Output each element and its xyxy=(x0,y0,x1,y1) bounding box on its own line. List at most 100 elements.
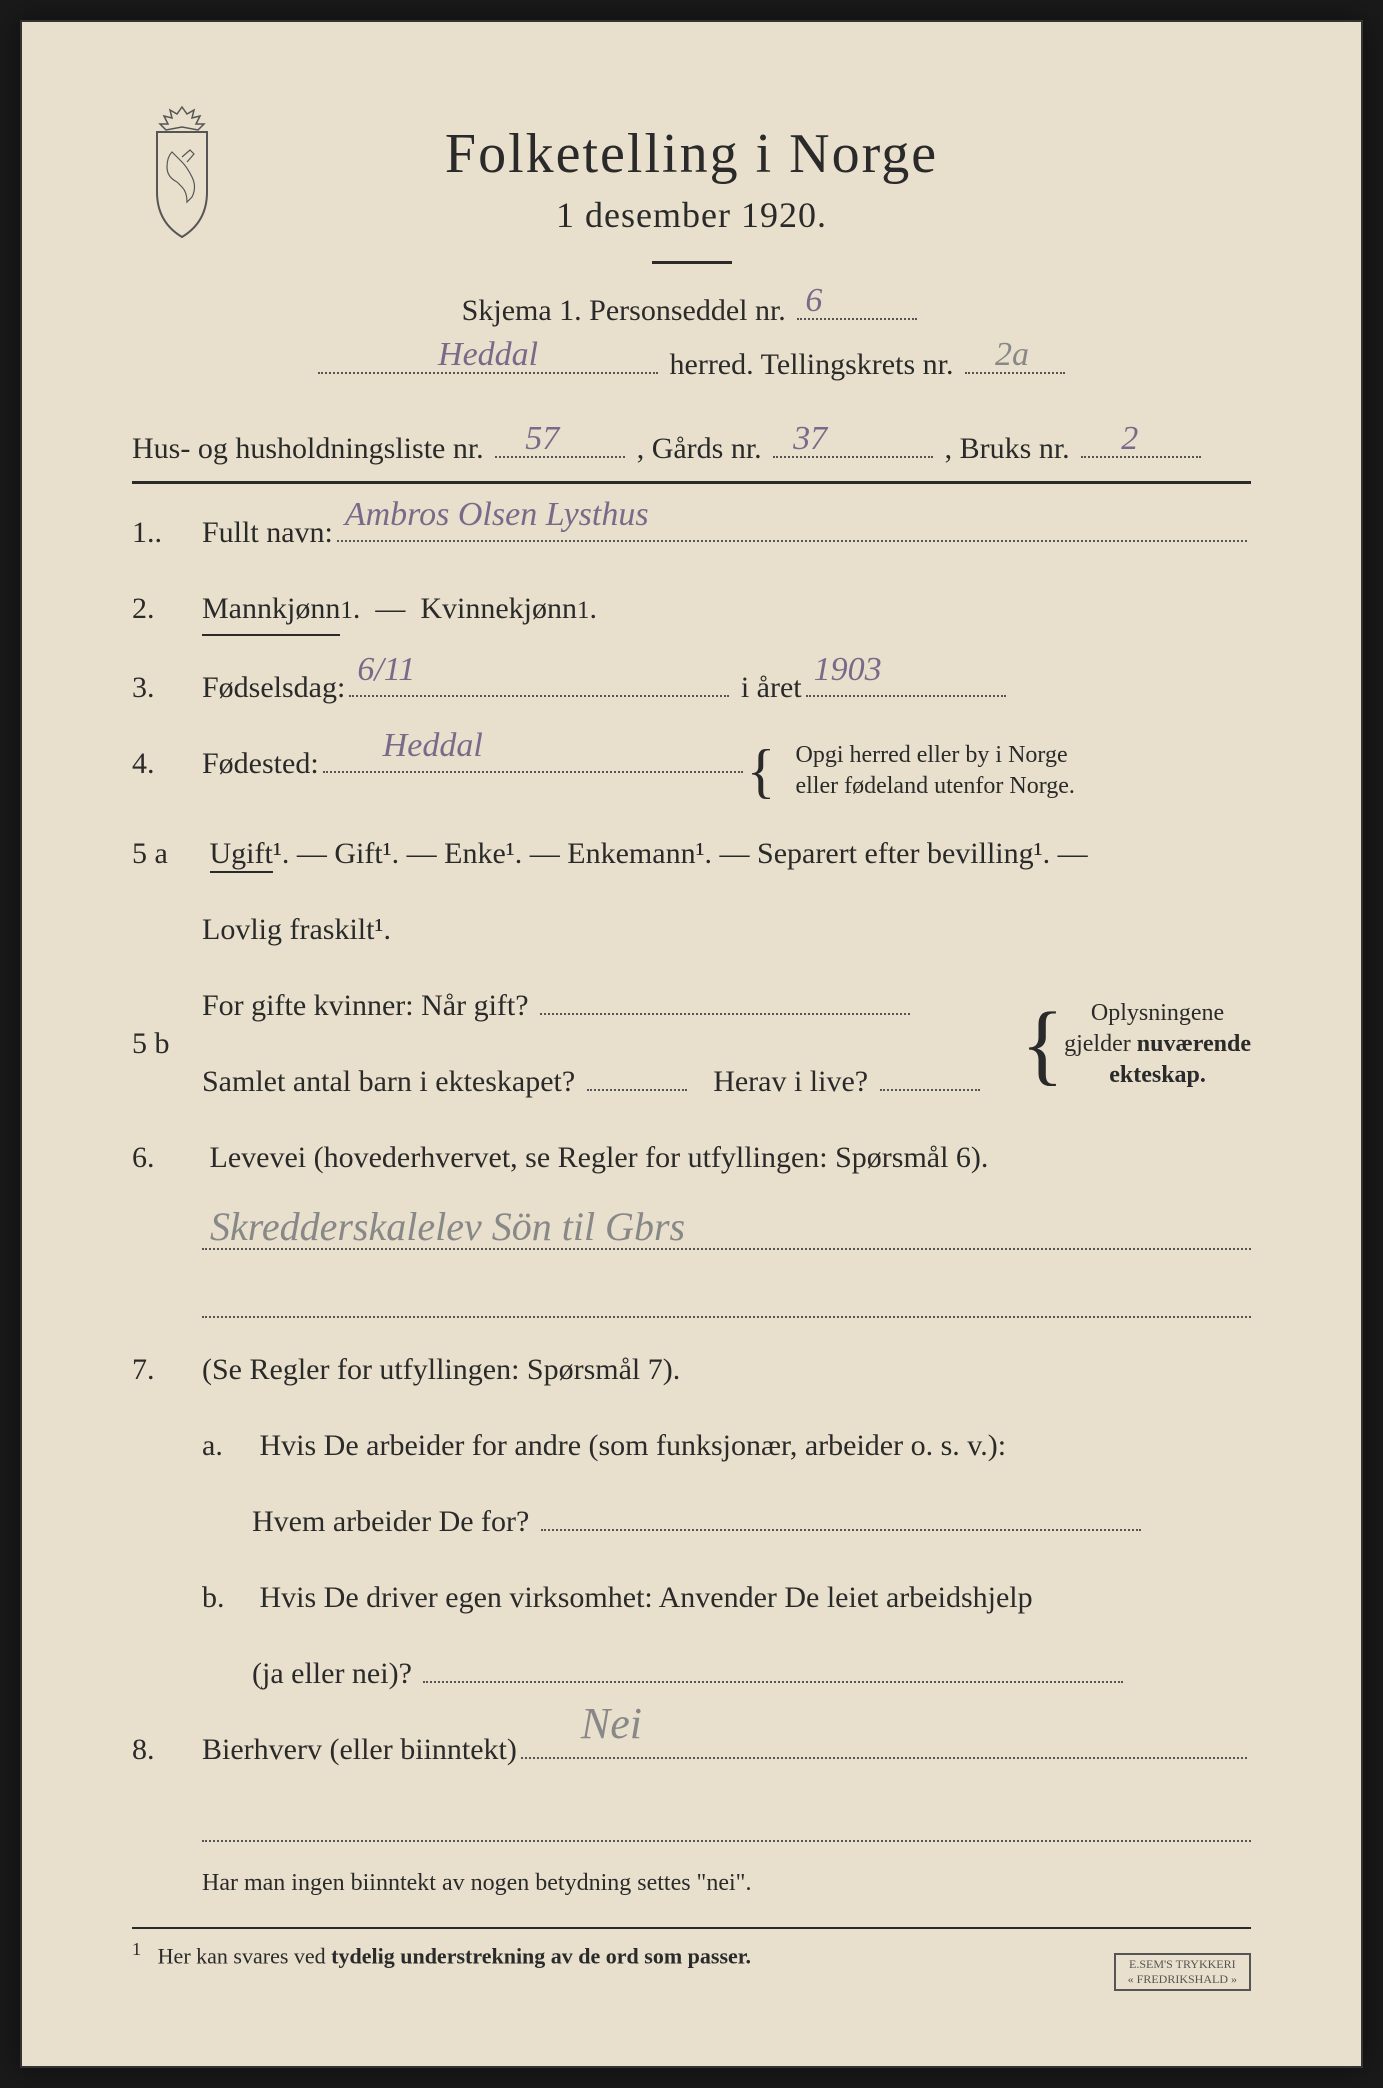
herred-name-field: Heddal xyxy=(318,372,658,374)
question-5a: 5 a Ugift¹. — Gift¹. — Enke¹. — Enkemann… xyxy=(132,830,1251,954)
schema-line: Skjema 1. Personseddel nr. 6 xyxy=(272,294,1111,328)
q7b-text: Hvis De driver egen virksomhet: Anvender… xyxy=(260,1581,1033,1614)
bruks-field: 2 xyxy=(1081,456,1201,458)
q5b-label3: Herav i live? xyxy=(713,1065,868,1098)
occupation-value: Skredderskalelev Sön til Gbrs xyxy=(210,1203,685,1250)
q5a-line2: Lovlig fraskilt¹. xyxy=(202,906,1251,954)
gards-label: , Gårds nr. xyxy=(637,432,762,465)
q8-label: Bierhverv (eller biinntekt) xyxy=(202,1726,517,1774)
footnote-num: 1 xyxy=(132,1939,141,1959)
schema-label: Skjema 1. Personseddel nr. xyxy=(462,294,786,327)
liste-value: 57 xyxy=(525,420,559,458)
q6-num: 6. xyxy=(132,1134,202,1182)
liste-field: 57 xyxy=(495,456,625,458)
norwegian-coat-of-arms-icon xyxy=(132,102,232,242)
footnote-divider xyxy=(132,1927,1251,1929)
fullname-field: Ambros Olsen Lysthus xyxy=(337,540,1247,542)
q6-label: Levevei (hovederhvervet, se Regler for u… xyxy=(210,1141,989,1174)
herred-value: Heddal xyxy=(438,336,538,374)
liste-prefix: Hus- og husholdningsliste nr. xyxy=(132,432,484,465)
q3-label1: Fødselsdag: xyxy=(202,664,345,712)
question-8: 8. Bierhverv (eller biinntekt) Nei xyxy=(132,1726,1251,1774)
q3-label2: i året xyxy=(741,664,802,712)
bruks-label: , Bruks nr. xyxy=(945,432,1070,465)
personseddel-value: 6 xyxy=(805,282,822,320)
question-1: 1.. Fullt navn: Ambros Olsen Lysthus xyxy=(132,509,1251,557)
employer-field xyxy=(541,1529,1141,1531)
occupation-field-2 xyxy=(202,1278,1251,1318)
q4-note-container: { Opgi herred eller by i Norge eller fød… xyxy=(747,740,1075,802)
q4-num: 4. xyxy=(132,740,202,788)
q7a-text2: Hvem arbeider De for? xyxy=(252,1505,529,1538)
q5b-label1: For gifte kvinner: Når gift? xyxy=(202,989,529,1022)
question-3: 3. Fødselsdag: 6/11 i året 1903 xyxy=(132,664,1251,712)
q4-note1: Opgi herred eller by i Norge xyxy=(795,742,1067,768)
printer-line1: E.SEM'S TRYKKERI xyxy=(1129,1957,1236,1971)
birthplace-value: Heddal xyxy=(383,719,483,773)
q5b-note-container: { Oplysningene gjelder nuværende ekteska… xyxy=(1021,998,1251,1092)
children-total-field xyxy=(587,1089,687,1091)
q5b-note3: ekteskap. xyxy=(1109,1062,1206,1088)
question-2: 2. Mannkjønn1. — Kvinnekjønn1. xyxy=(132,585,1251,636)
q4-label: Fødested: xyxy=(202,740,319,788)
hired-help-field xyxy=(423,1681,1123,1683)
list-line: Hus- og husholdningsliste nr. 57 , Gårds… xyxy=(132,432,1251,466)
birthyear-value: 1903 xyxy=(814,643,882,697)
q3-num: 3. xyxy=(132,664,202,712)
bruks-value: 2 xyxy=(1121,420,1138,458)
gards-value: 37 xyxy=(793,420,827,458)
title-block: Folketelling i Norge 1 desember 1920. Sk… xyxy=(272,122,1251,402)
q5b-note1: Oplysningene xyxy=(1091,1000,1224,1026)
brace-icon-large: { xyxy=(1021,1022,1064,1067)
q4-note: Opgi herred eller by i Norge eller fødel… xyxy=(795,740,1074,802)
q7a-label: a. xyxy=(202,1422,252,1470)
question-7b: b. Hvis De driver egen virksomhet: Anven… xyxy=(202,1574,1251,1698)
footnote-text: Her kan svares ved tydelig understreknin… xyxy=(158,1944,751,1969)
herred-line: Heddal herred. Tellingskrets nr. 2a xyxy=(272,348,1111,382)
krets-field: 2a xyxy=(965,372,1065,374)
personseddel-field: 6 xyxy=(797,318,917,320)
occupation-field: Skredderskalelev Sön til Gbrs xyxy=(202,1210,1251,1250)
q2-sup1: 1 xyxy=(340,591,353,631)
q2-sup2: 1 xyxy=(577,591,590,631)
footer-instruction: Har man ingen biinntekt av nogen betydni… xyxy=(202,1870,1251,1897)
census-form-page: Folketelling i Norge 1 desember 1920. Sk… xyxy=(20,20,1363,2068)
question-5b: 5 b For gifte kvinner: Når gift? Samlet … xyxy=(132,982,1251,1106)
q7-label: (Se Regler for utfyllingen: Spørsmål 7). xyxy=(202,1346,680,1394)
main-title: Folketelling i Norge xyxy=(272,122,1111,186)
marriage-year-field xyxy=(540,1013,910,1015)
birthplace-field: Heddal xyxy=(323,771,743,773)
birthday-field: 6/11 xyxy=(349,695,729,697)
q5a-ugift: Ugift xyxy=(210,837,273,873)
question-4: 4. Fødested: Heddal { Opgi herred eller … xyxy=(132,740,1251,802)
q5b-num: 5 b xyxy=(132,1020,202,1068)
q7a-text: Hvis De arbeider for andre (som funksjon… xyxy=(260,1429,1007,1462)
q5b-note2: gjelder nuværende xyxy=(1064,1031,1251,1057)
fullname-value: Ambros Olsen Lysthus xyxy=(345,488,649,542)
form-header: Folketelling i Norge 1 desember 1920. Sk… xyxy=(132,122,1251,402)
question-7a: a. Hvis De arbeider for andre (som funks… xyxy=(202,1422,1251,1546)
q7b-text2: (ja eller nei)? xyxy=(252,1657,412,1690)
q4-note2: eller fødeland utenfor Norge. xyxy=(795,773,1074,799)
header-divider xyxy=(132,481,1251,484)
question-6: 6. Levevei (hovederhvervet, se Regler fo… xyxy=(132,1134,1251,1182)
q2-mann: Mannkjønn xyxy=(202,585,340,636)
q8-num: 8. xyxy=(132,1726,202,1774)
q5b-label2: Samlet antal barn i ekteskapet? xyxy=(202,1065,575,1098)
q5a-num: 5 a xyxy=(132,830,202,878)
q2-kvinne: Kvinnekjønn xyxy=(420,585,577,633)
q1-label: Fullt navn: xyxy=(202,509,333,557)
gards-field: 37 xyxy=(773,456,933,458)
brace-icon: { xyxy=(747,756,776,786)
q7b-label: b. xyxy=(202,1574,252,1622)
krets-value: 2a xyxy=(995,336,1029,374)
q2-num: 2. xyxy=(132,585,202,633)
secondary-occupation-field: Nei xyxy=(521,1757,1247,1759)
question-7: 7. (Se Regler for utfyllingen: Spørsmål … xyxy=(132,1346,1251,1394)
children-alive-field xyxy=(880,1089,980,1091)
birthyear-field: 1903 xyxy=(806,695,1006,697)
secondary-occupation-value: Nei xyxy=(581,1689,642,1759)
birthday-value: 6/11 xyxy=(357,643,415,697)
printer-line2: « FREDRIKSHALD » xyxy=(1128,1972,1237,1986)
q7-num: 7. xyxy=(132,1346,202,1394)
